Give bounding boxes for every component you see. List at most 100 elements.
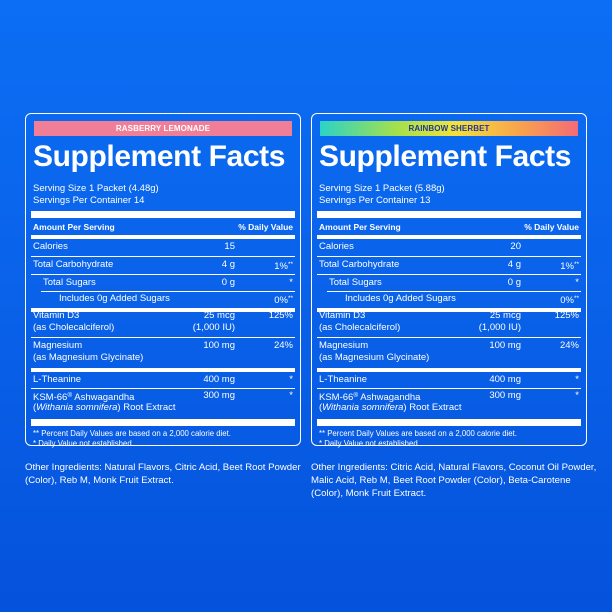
flavor-banner: RASBERRY LEMONADE: [34, 121, 292, 136]
thin-divider: [317, 337, 581, 338]
extract-type: Root Extract: [406, 402, 462, 413]
thin-divider: [31, 256, 295, 257]
nutrient-name: KSM-66® Ashwagandha: [319, 390, 420, 404]
nutrient-name: Vitamin D3: [319, 310, 366, 321]
header-amount: Amount Per Serving: [33, 222, 115, 232]
table-header: Amount Per Serving % Daily Value: [319, 221, 579, 233]
dv-footnote-mark: **: [287, 295, 293, 302]
table-header: Amount Per Serving % Daily Value: [33, 221, 293, 233]
dv-value: 1%: [274, 261, 288, 272]
flavor-banner: RAINBOW SHERBET: [320, 121, 578, 136]
other-ingredients-rasberry-lemonade: Other Ingredients: Natural Flavors, Citr…: [25, 462, 301, 486]
nutrient-dv: 125%: [268, 310, 293, 321]
registered-mark: ®: [67, 392, 73, 399]
extract-type: Root Extract: [120, 402, 176, 413]
nutrient-dv: 125%: [554, 310, 579, 321]
thick-divider: [31, 211, 295, 218]
nutrient-dv: 1%**: [560, 259, 579, 273]
nutrient-source: (as Cholecalciferol): [319, 322, 401, 333]
nutrient-amount: 0 g: [221, 277, 235, 288]
registered-mark: ®: [353, 392, 359, 399]
nutrient-name: Total Sugars: [329, 277, 382, 288]
thick-divider: [31, 419, 295, 426]
dv-value: 1%: [560, 261, 574, 272]
nutrient-source: (Withania somnifera) Root Extract: [33, 402, 176, 413]
nutrient-amount-iu: (1,000 IU): [478, 322, 521, 333]
nutrient-amount: 4 g: [507, 259, 521, 270]
thin-divider: [317, 388, 581, 389]
thin-divider: [31, 274, 295, 275]
nutrient-name: Magnesium: [33, 340, 83, 351]
medium-divider: [317, 368, 581, 372]
dv-footnote-mark: **: [573, 261, 579, 268]
footnote-not-established: * Daily Value not established.: [33, 439, 134, 448]
nutrient-amount: 20: [510, 241, 521, 252]
nutrient-source: (as Magnesium Glycinate): [33, 352, 144, 363]
footnote-daily-values: ** Percent Daily Values are based on a 2…: [319, 429, 517, 438]
nutrient-dv: *: [289, 277, 293, 288]
nutrient-dv: 24%: [559, 340, 579, 351]
supplement-facts-panel-rainbow-sherbet: RAINBOW SHERBET Supplement Facts Serving…: [311, 113, 587, 448]
medium-divider: [317, 308, 581, 312]
nutrient-dv: 1%**: [274, 259, 293, 273]
nutrient-amount: 25 mcg: [203, 310, 235, 321]
nutrient-amount: 400 mg: [489, 374, 521, 385]
thin-divider: [31, 388, 295, 389]
nutrient-name: Total Carbohydrate: [33, 259, 114, 270]
nutrient-dv: *: [575, 390, 579, 401]
footnote-not-established: * Daily Value not established.: [319, 439, 420, 448]
thin-divider: [41, 291, 295, 292]
nutrient-amount: 100 mg: [489, 340, 521, 351]
nutrient-name: Calories: [33, 241, 68, 252]
serving-size: Serving Size 1 Packet (4.48g): [33, 183, 159, 194]
nutrient-amount: 400 mg: [203, 374, 235, 385]
header-amount: Amount Per Serving: [319, 222, 401, 232]
panel-title: Supplement Facts: [319, 140, 571, 173]
nutrient-amount-iu: (1,000 IU): [192, 322, 235, 333]
panel-title: Supplement Facts: [33, 140, 285, 173]
ingredient-name: Ashwagandha: [358, 392, 421, 403]
servings-per-container: Servings Per Container 13: [319, 195, 431, 206]
dv-footnote-mark: **: [573, 295, 579, 302]
nutrient-name: L-Theanine: [319, 374, 368, 385]
nutrient-dv: 24%: [273, 340, 293, 351]
nutrient-name: L-Theanine: [33, 374, 82, 385]
nutrient-dv: 0%**: [560, 293, 579, 307]
thin-divider: [31, 337, 295, 338]
servings-per-container: Servings Per Container 14: [33, 195, 145, 206]
nutrient-name: Includes 0g Added Sugars: [59, 293, 170, 304]
footnote-daily-values: ** Percent Daily Values are based on a 2…: [33, 429, 231, 438]
nutrient-amount: 15: [224, 241, 235, 252]
nutrient-name: Magnesium: [319, 340, 369, 351]
ingredient-name: Ashwagandha: [72, 392, 135, 403]
ingredient-brand: KSM-66: [33, 392, 68, 403]
nutrient-source: (as Cholecalciferol): [33, 322, 115, 333]
medium-divider: [31, 308, 295, 312]
nutrient-name: Total Carbohydrate: [319, 259, 400, 270]
header-daily-value: % Daily Value: [238, 222, 293, 232]
nutrient-source: (Withania somnifera) Root Extract: [319, 402, 462, 413]
nutrient-dv: *: [289, 374, 293, 385]
medium-divider: [31, 235, 295, 239]
thin-divider: [317, 274, 581, 275]
thin-divider: [317, 256, 581, 257]
dv-value: 0%: [560, 295, 574, 306]
nutrient-dv: *: [575, 277, 579, 288]
nutrient-name: Vitamin D3: [33, 310, 80, 321]
other-ingredients-rainbow-sherbet: Other Ingredients: Citric Acid, Natural …: [311, 462, 597, 499]
supplement-facts-panel-rasberry-lemonade: RASBERRY LEMONADE Supplement Facts Servi…: [25, 113, 301, 448]
nutrient-name: Total Sugars: [43, 277, 96, 288]
nutrient-amount: 4 g: [221, 259, 235, 270]
ingredient-brand: KSM-66: [319, 392, 354, 403]
nutrient-amount: 25 mcg: [489, 310, 521, 321]
nutrient-amount: 300 mg: [489, 390, 521, 401]
nutrient-dv: *: [575, 374, 579, 385]
thin-divider: [327, 291, 581, 292]
nutrient-dv: 0%**: [274, 293, 293, 307]
dv-value: 0%: [274, 295, 288, 306]
latin-name: Withania somnifera: [322, 402, 404, 413]
thick-divider: [317, 211, 581, 218]
nutrient-dv: *: [289, 390, 293, 401]
medium-divider: [31, 368, 295, 372]
header-daily-value: % Daily Value: [524, 222, 579, 232]
